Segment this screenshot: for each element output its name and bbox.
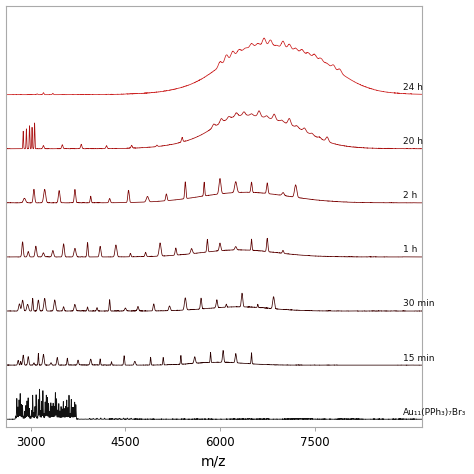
Text: Au₁₁(PPh₃)₇Br₃: Au₁₁(PPh₃)₇Br₃ xyxy=(403,408,466,417)
X-axis label: m/z: m/z xyxy=(201,455,227,468)
Text: 1 h: 1 h xyxy=(403,246,417,255)
Text: 24 h: 24 h xyxy=(403,83,423,92)
Text: 2 h: 2 h xyxy=(403,191,417,201)
Text: 30 min: 30 min xyxy=(403,300,434,309)
Text: 20 h: 20 h xyxy=(403,137,423,146)
Text: 15 min: 15 min xyxy=(403,354,434,363)
